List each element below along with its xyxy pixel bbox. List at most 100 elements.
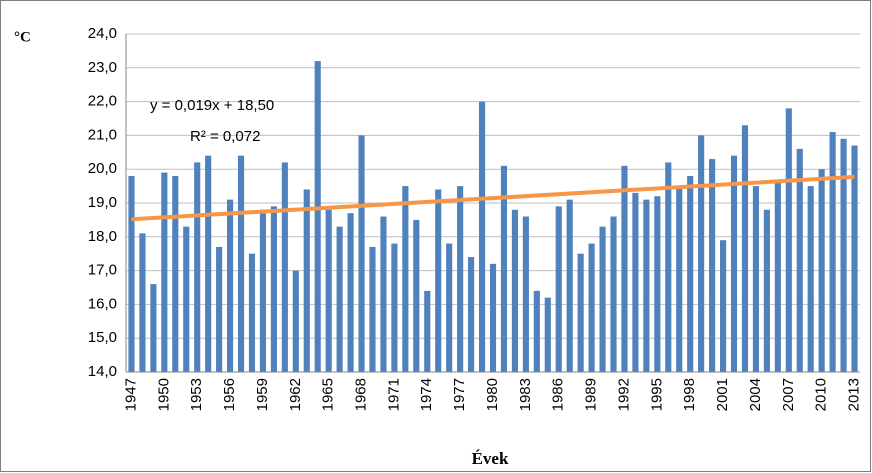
bar <box>632 192 639 372</box>
bar <box>424 290 431 372</box>
y-tick-label: 23,0 <box>88 59 117 76</box>
bar <box>139 233 146 372</box>
x-tick-label: 1950 <box>155 378 172 411</box>
bar <box>621 165 628 372</box>
bar <box>325 209 332 372</box>
y-tick-label: 22,0 <box>88 93 117 110</box>
bar <box>172 175 179 372</box>
bar <box>380 216 387 372</box>
bar <box>588 243 595 372</box>
y-tick-label: 18,0 <box>88 228 117 245</box>
bar <box>807 186 814 372</box>
bar <box>698 135 705 372</box>
bar <box>719 240 727 372</box>
bar <box>194 162 201 372</box>
x-tick-label: 1965 <box>320 378 337 411</box>
trend-r-squared: R² = 0,072 <box>190 128 260 145</box>
trendline <box>131 174 855 222</box>
x-tick-label: 2010 <box>813 378 830 411</box>
bar <box>402 186 409 372</box>
bar <box>446 243 453 372</box>
x-tick-label: 1953 <box>188 378 205 411</box>
bar <box>347 213 354 372</box>
bar <box>763 209 770 372</box>
bar <box>851 145 858 372</box>
bar <box>730 155 738 372</box>
y-tick-label: 21,0 <box>88 126 117 143</box>
bar <box>216 246 223 372</box>
x-tick-label: 1962 <box>287 378 304 411</box>
y-axis-label: °C <box>14 29 31 45</box>
bar <box>183 226 190 372</box>
bar <box>205 155 212 372</box>
x-tick-label: 1986 <box>550 378 567 411</box>
bar <box>292 270 299 372</box>
bar <box>358 135 365 372</box>
bar <box>522 216 529 372</box>
bar <box>237 155 245 372</box>
x-tick-label: 1956 <box>221 378 238 411</box>
bar <box>227 199 234 372</box>
x-tick-label: 1989 <box>583 378 600 411</box>
bar <box>270 206 277 372</box>
bar <box>468 257 475 372</box>
bar <box>796 148 803 372</box>
x-tick-label: 1983 <box>517 378 534 411</box>
bar <box>741 125 749 372</box>
x-axis-label: Évek <box>472 449 509 468</box>
bar <box>577 253 584 372</box>
bar <box>818 169 825 372</box>
x-tick-label: 1947 <box>122 378 139 411</box>
bar <box>259 209 267 372</box>
bar <box>687 175 694 372</box>
bar <box>457 186 464 372</box>
bar <box>610 216 617 372</box>
bar <box>555 206 562 372</box>
bar <box>336 226 343 372</box>
x-tick-label: 1998 <box>681 378 698 411</box>
bar <box>413 219 420 372</box>
bar <box>489 263 497 372</box>
bar <box>665 162 672 372</box>
y-tick-label: 17,0 <box>88 262 117 279</box>
bar <box>500 165 508 372</box>
x-tick-label: 1980 <box>484 378 501 411</box>
x-tick-label: 1959 <box>254 378 271 411</box>
bar <box>752 186 759 372</box>
bar <box>369 246 376 372</box>
x-tick-label: 1974 <box>418 378 435 411</box>
y-tick-label: 24,0 <box>88 25 117 42</box>
trend-equation: y = 0,019x + 18,50 <box>150 97 274 114</box>
x-tick-label: 2007 <box>780 378 797 411</box>
bar <box>533 290 540 372</box>
bar <box>281 162 288 372</box>
bar <box>676 186 683 372</box>
x-tick-label: 2013 <box>845 378 862 411</box>
bar <box>643 199 650 372</box>
bar <box>248 253 256 372</box>
x-tick-label: 1992 <box>615 378 632 411</box>
y-tick-label: 20,0 <box>88 160 117 177</box>
bar <box>314 61 321 372</box>
x-tick-label: 1977 <box>451 378 468 411</box>
x-tick-label: 2001 <box>714 378 731 411</box>
bar <box>566 199 573 372</box>
bar <box>785 108 792 373</box>
bar <box>774 182 781 372</box>
bar <box>478 101 486 372</box>
y-tick-label: 14,0 <box>88 363 117 380</box>
y-tick-label: 16,0 <box>88 295 117 312</box>
bar <box>391 243 398 372</box>
bar <box>435 189 442 372</box>
x-tick-label: 2004 <box>747 378 764 411</box>
bar <box>829 132 836 372</box>
bar <box>150 284 157 372</box>
bar <box>709 159 716 372</box>
x-tick-label: 1971 <box>385 378 402 411</box>
bar <box>303 189 310 372</box>
x-tick-label: 1968 <box>353 378 370 411</box>
bar <box>544 297 551 372</box>
y-tick-label: 15,0 <box>88 329 117 346</box>
bar <box>161 172 168 372</box>
